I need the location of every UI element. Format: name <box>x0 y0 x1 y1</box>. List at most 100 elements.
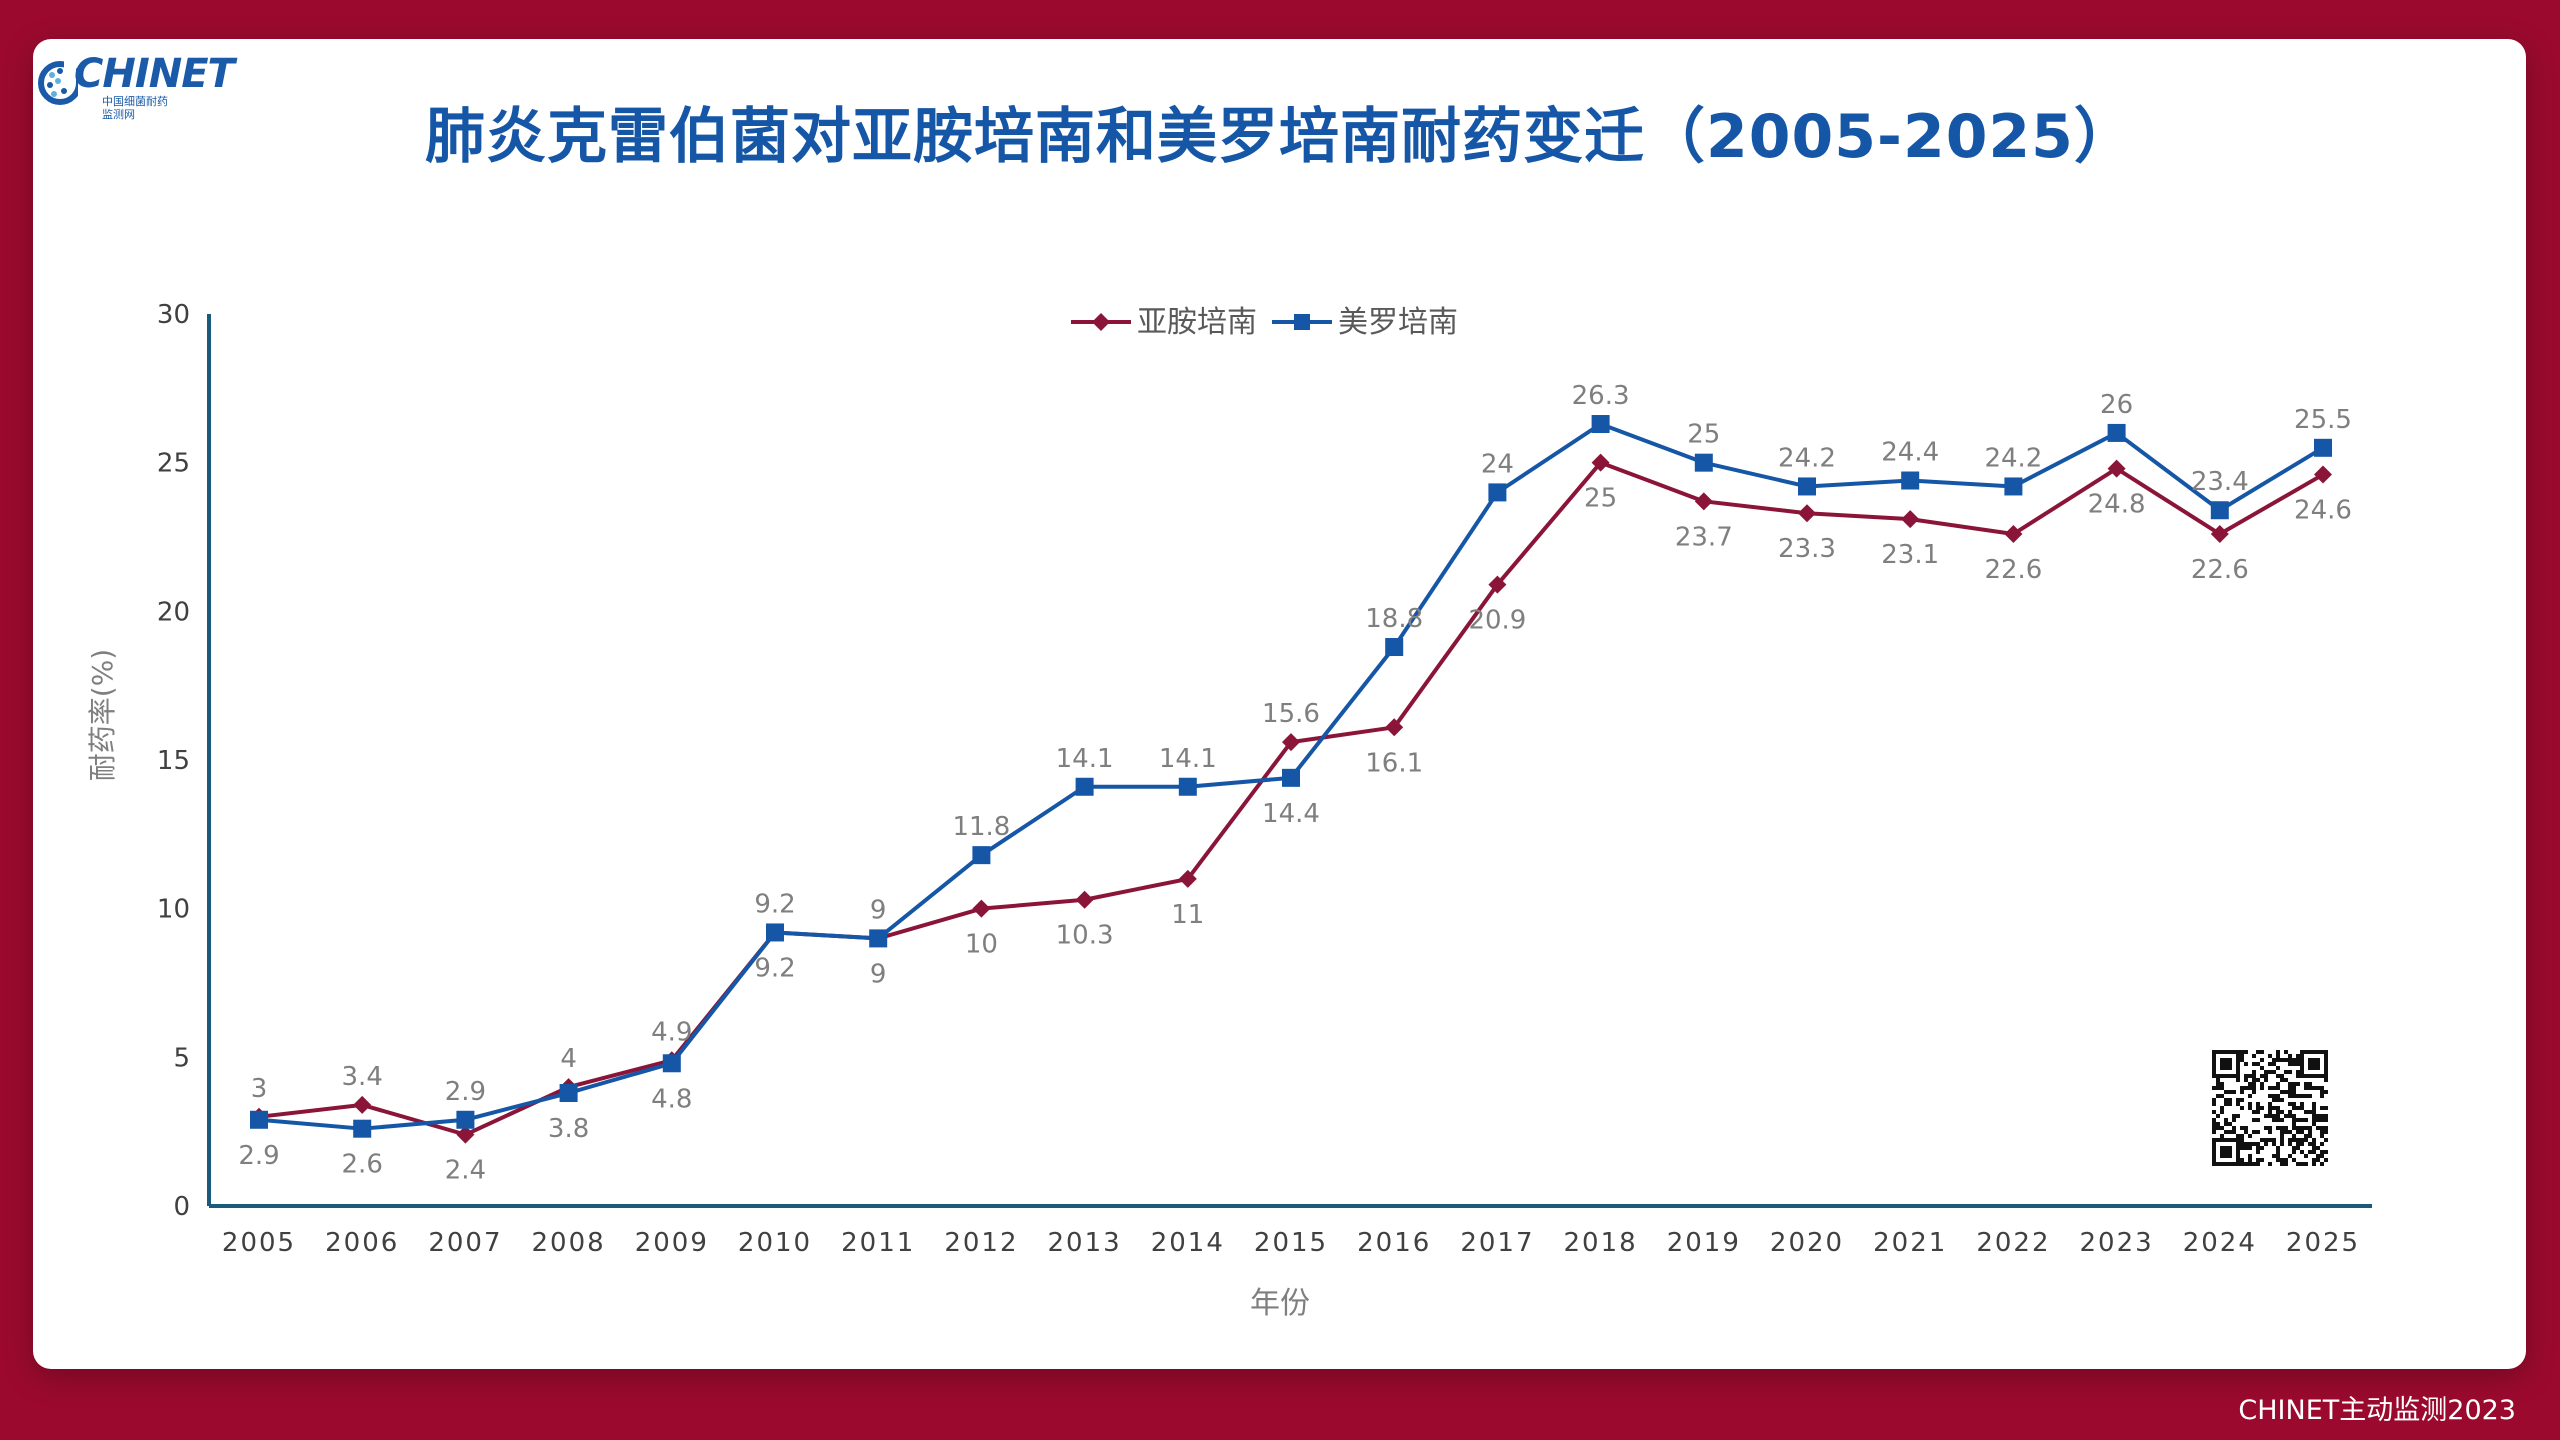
data-point-meropenem <box>1798 477 1816 496</box>
data-point-imipenem <box>1694 492 1713 511</box>
x-tick-label: 2007 <box>428 1228 502 1258</box>
data-label-imipenem: 20.9 <box>1468 606 1526 636</box>
data-point-meropenem <box>2107 423 2126 442</box>
logo-subtitle: 中国细菌耐药 监测网 <box>102 95 168 121</box>
data-label-meropenem: 14.1 <box>1056 744 1114 774</box>
data-point-imipenem <box>1075 890 1094 909</box>
data-point-meropenem <box>1075 777 1094 796</box>
data-label-meropenem: 2.6 <box>342 1150 383 1180</box>
x-axis-title: 年份 <box>1250 1286 1310 1321</box>
x-tick-label: 2017 <box>1460 1228 1534 1258</box>
x-tick-label: 2024 <box>2183 1228 2257 1258</box>
data-point-imipenem <box>456 1125 475 1144</box>
data-label-meropenem: 9 <box>870 895 887 925</box>
legend-label-series2: 美罗培南 <box>1338 305 1458 340</box>
legend-label-series1: 亚胺培南 <box>1137 305 1257 340</box>
logo-wordmark: CHINET <box>74 51 235 97</box>
x-tick-label: 2023 <box>2080 1228 2154 1258</box>
x-tick-label: 2008 <box>532 1228 606 1258</box>
data-point-imipenem <box>2107 459 2126 478</box>
data-label-meropenem: 23.4 <box>2191 467 2249 497</box>
logo-emblem-icon <box>38 55 78 105</box>
slide-card <box>33 39 2526 1369</box>
legend-marker-series2 <box>1294 314 1310 330</box>
data-point-meropenem <box>1178 777 1197 796</box>
qr-code-icon <box>2212 1050 2328 1166</box>
data-label-imipenem: 9 <box>870 959 887 989</box>
data-point-meropenem <box>1694 453 1713 472</box>
data-label-meropenem: 14.1 <box>1159 744 1217 774</box>
data-label-meropenem: 11.8 <box>952 812 1010 842</box>
data-point-imipenem <box>2314 465 2332 484</box>
data-label-imipenem: 9.2 <box>754 953 795 983</box>
x-tick-label: 2022 <box>1976 1228 2050 1258</box>
data-point-meropenem <box>1591 415 1610 434</box>
data-point-meropenem <box>972 846 991 865</box>
data-label-meropenem: 25.5 <box>2294 405 2352 435</box>
data-point-meropenem <box>1282 768 1300 787</box>
x-tick-label: 2013 <box>1048 1228 1122 1258</box>
data-point-meropenem <box>662 1054 681 1073</box>
data-point-imipenem <box>2004 525 2023 544</box>
data-label-meropenem: 14.4 <box>1262 799 1320 829</box>
x-tick-label: 2016 <box>1357 1228 1431 1258</box>
x-tick-label: 2005 <box>222 1228 296 1258</box>
data-label-meropenem: 3.8 <box>548 1114 589 1144</box>
data-point-meropenem <box>1385 638 1404 657</box>
data-label-meropenem: 9.2 <box>754 889 795 919</box>
x-tick-label: 2014 <box>1151 1228 1225 1258</box>
data-label-imipenem: 2.4 <box>445 1156 486 1186</box>
data-label-imipenem: 10 <box>965 930 998 960</box>
data-point-meropenem <box>766 923 784 942</box>
data-point-meropenem <box>2314 438 2332 457</box>
data-label-imipenem: 22.6 <box>2191 555 2249 585</box>
data-label-imipenem: 23.3 <box>1778 534 1836 564</box>
data-label-meropenem: 26.3 <box>1572 381 1630 411</box>
data-label-meropenem: 24.2 <box>1984 443 2042 473</box>
y-axis-title: 耐药率(%) <box>86 649 119 781</box>
y-tick-label: 0 <box>173 1192 190 1222</box>
data-point-imipenem <box>1178 869 1197 888</box>
data-point-imipenem <box>1385 718 1404 737</box>
data-label-meropenem: 2.9 <box>445 1077 486 1107</box>
chinet-logo: CHINET 中国细菌耐药 监测网 <box>38 49 235 121</box>
x-tick-label: 2012 <box>944 1228 1018 1258</box>
data-point-meropenem <box>456 1110 475 1129</box>
x-tick-label: 2006 <box>325 1228 399 1258</box>
data-point-meropenem <box>2004 477 2023 496</box>
data-point-imipenem <box>1488 575 1507 594</box>
data-point-imipenem <box>1591 453 1610 472</box>
x-tick-label: 2015 <box>1254 1228 1328 1258</box>
data-point-meropenem <box>1488 483 1507 502</box>
data-point-imipenem <box>353 1095 372 1114</box>
data-label-meropenem: 26 <box>2100 390 2133 420</box>
footer-text: CHINET主动监测2023 <box>2238 1395 2516 1426</box>
x-tick-label: 2019 <box>1667 1228 1741 1258</box>
x-tick-label: 2010 <box>738 1228 812 1258</box>
data-label-imipenem: 11 <box>1171 900 1204 930</box>
legend-marker-series1 <box>1092 313 1110 331</box>
data-label-imipenem: 4 <box>560 1044 577 1074</box>
data-point-meropenem <box>250 1110 268 1129</box>
data-label-imipenem: 4.9 <box>651 1017 692 1047</box>
data-point-meropenem <box>559 1084 578 1103</box>
data-label-imipenem: 22.6 <box>1984 555 2042 585</box>
data-label-meropenem: 24.2 <box>1778 443 1836 473</box>
data-label-imipenem: 15.6 <box>1262 699 1320 729</box>
data-label-meropenem: 25 <box>1687 420 1720 450</box>
data-label-imipenem: 10.3 <box>1056 921 1114 951</box>
data-label-imipenem: 16.1 <box>1365 748 1423 778</box>
data-label-imipenem: 24.6 <box>2294 496 2352 526</box>
data-point-imipenem <box>972 899 991 918</box>
page-title: 肺炎克雷伯菌对亚胺培南和美罗培南耐药变迁（2005-2025） <box>425 102 2135 172</box>
data-point-meropenem <box>353 1119 372 1138</box>
y-tick-label: 25 <box>157 449 190 479</box>
data-point-imipenem <box>2210 525 2229 544</box>
data-label-imipenem: 24.8 <box>2088 490 2146 520</box>
x-tick-label: 2018 <box>1564 1228 1638 1258</box>
data-label-meropenem: 24 <box>1481 449 1514 479</box>
x-tick-label: 2020 <box>1770 1228 1844 1258</box>
logo-subtitle-line1: 中国细菌耐药 <box>102 95 168 108</box>
y-tick-label: 5 <box>173 1043 190 1073</box>
